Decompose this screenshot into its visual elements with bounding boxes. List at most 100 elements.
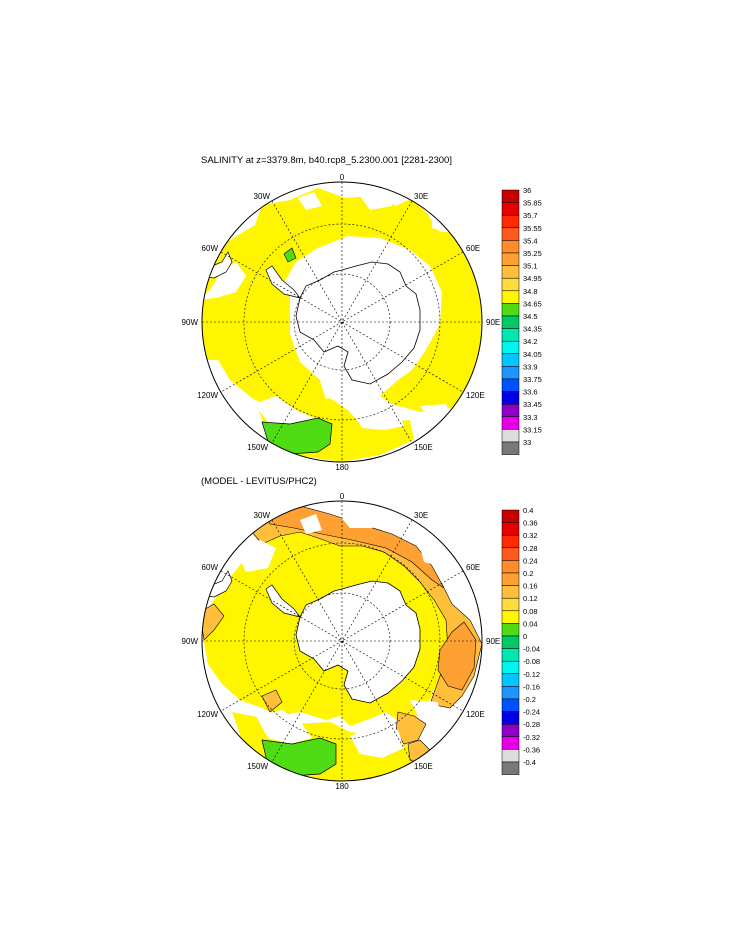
colorbar-label: 34.35 [523, 325, 542, 334]
svg-text:90E: 90E [486, 637, 500, 646]
svg-text:150W: 150W [247, 443, 268, 452]
colorbar-swatch [501, 265, 520, 279]
colorbar-swatch [501, 290, 520, 304]
svg-text:120E: 120E [466, 391, 485, 400]
colorbar-label: 0.04 [523, 619, 538, 628]
colorbar-label: -0.04 [523, 645, 540, 654]
colorbar-label: -0.28 [523, 720, 540, 729]
antarctic-peninsula-2 [265, 584, 301, 618]
colorbar-label: 35.4 [523, 236, 538, 245]
colorbar-label: 33.15 [523, 425, 542, 434]
colorbar-swatch [501, 547, 520, 561]
colorbar-label: -0.16 [523, 682, 540, 691]
colorbar-label: -0.36 [523, 745, 540, 754]
colorbar-swatch [501, 698, 520, 712]
colorbar-swatch [501, 686, 520, 700]
colorbar-swatch [501, 711, 520, 725]
colorbar-swatch [501, 623, 520, 637]
map-title-difference: (MODEL - LEVITUS/PHC2) [201, 476, 317, 487]
svg-text:150E: 150E [414, 443, 433, 452]
colorbar-swatch [501, 252, 520, 266]
colorbar-swatch [501, 189, 520, 203]
colorbar-swatch [501, 403, 520, 418]
colorbar-swatch [501, 429, 520, 443]
antarctic-peninsula [265, 265, 301, 299]
salinity-colorbar: 36 35.85 35.7 35.55 35.4 35.25 35.1 34.95 34.8 34… [501, 186, 542, 455]
colorbar-label: -0.08 [523, 657, 540, 666]
colorbar-swatch [501, 648, 520, 662]
colorbar-label: 35.85 [523, 199, 542, 208]
svg-text:90E: 90E [486, 318, 500, 327]
colorbar-swatch [501, 635, 520, 649]
colorbar-label: 33.3 [523, 413, 538, 422]
difference-field-green [261, 737, 337, 777]
colorbar-label: -0.4 [523, 758, 536, 767]
colorbar-label: 0.28 [523, 544, 538, 553]
colorbar-swatch [501, 277, 520, 292]
colorbar-label: -0.12 [523, 670, 540, 679]
colorbar-label: 35.25 [523, 249, 542, 258]
colorbar-label: 0.08 [523, 607, 538, 616]
svg-text:30E: 30E [414, 511, 428, 520]
colorbar-label: 34.05 [523, 350, 542, 359]
colorbar-swatch [501, 673, 520, 687]
difference-polar-map: 0 30E 60E 90E 120E 150E 180 150W 120W 90… [182, 492, 501, 791]
map-title-salinity: SALINITY at z=3379.8m, b40.rcp8_5.2300.0… [201, 155, 452, 166]
colorbar-swatch [501, 509, 520, 523]
colorbar-swatch [501, 761, 520, 775]
salinity-field-green-small [283, 247, 297, 263]
longitude-labels-2: 0 30E 60E 90E 120E 150E 180 150W 120W 90… [182, 492, 501, 791]
svg-text:60W: 60W [202, 244, 219, 253]
colorbar-swatch [501, 227, 520, 241]
colorbar-label: 33.75 [523, 375, 542, 384]
colorbar-label: 33 [523, 438, 531, 447]
colorbar-label: 0 [523, 632, 527, 641]
colorbar-swatch [501, 416, 520, 430]
colorbar-label: 34.8 [523, 287, 538, 296]
colorbar-swatch [501, 240, 520, 254]
svg-text:60E: 60E [466, 244, 480, 253]
svg-text:120E: 120E [466, 710, 485, 719]
svg-text:30W: 30W [254, 511, 271, 520]
colorbar-label: 34.65 [523, 299, 542, 308]
svg-text:120W: 120W [197, 391, 218, 400]
colorbar-swatch [501, 303, 520, 317]
colorbar-swatch [501, 660, 520, 675]
longitude-labels-1: 0 30E 60E 90E 120E 150E 180 150W 120W 90… [182, 173, 501, 472]
colorbar-swatch [501, 585, 520, 599]
svg-text:0: 0 [340, 492, 345, 501]
colorbar-label: -0.32 [523, 733, 540, 742]
svg-text:30E: 30E [414, 192, 428, 201]
colorbar-swatch [501, 366, 520, 380]
salinity-polar-map: 0 30E 60E 90E 120E 150E 180 150W 120W 90… [182, 173, 501, 472]
colorbar-swatch [501, 749, 520, 763]
difference-colorbar: 0.4 0.36 0.32 0.28 0.24 0.2 0.16 0.12 0.08 0.04 0 -… [501, 506, 540, 775]
colorbar-swatch [501, 378, 520, 392]
colorbar-label: 0.24 [523, 556, 538, 565]
graticule [202, 182, 482, 462]
colorbar-label: 36 [523, 186, 531, 195]
colorbar-label: 0.16 [523, 582, 538, 591]
colorbar-label: 0.36 [523, 519, 538, 528]
colorbar-swatch [501, 572, 520, 586]
antarctica-coastline-2 [295, 580, 421, 704]
colorbar-label: 33.45 [523, 400, 542, 409]
svg-text:150E: 150E [414, 762, 433, 771]
colorbar-swatch [501, 328, 520, 342]
colorbar-label: 0.32 [523, 531, 538, 540]
colorbar-swatch [501, 340, 520, 355]
svg-text:120W: 120W [197, 710, 218, 719]
svg-text:0: 0 [340, 173, 345, 182]
colorbar-swatch [501, 353, 520, 367]
colorbar-label: 33.9 [523, 362, 538, 371]
colorbar-swatch [501, 610, 520, 624]
colorbar-swatch [501, 736, 520, 750]
colorbar-label: 0.12 [523, 594, 538, 603]
colorbar-label: 35.55 [523, 224, 542, 233]
svg-text:150W: 150W [247, 762, 268, 771]
colorbar-label: 0.2 [523, 569, 533, 578]
colorbar-swatch [501, 441, 520, 455]
colorbar-swatch [501, 522, 520, 536]
svg-text:180: 180 [335, 463, 349, 472]
colorbar-label: -0.2 [523, 695, 536, 704]
